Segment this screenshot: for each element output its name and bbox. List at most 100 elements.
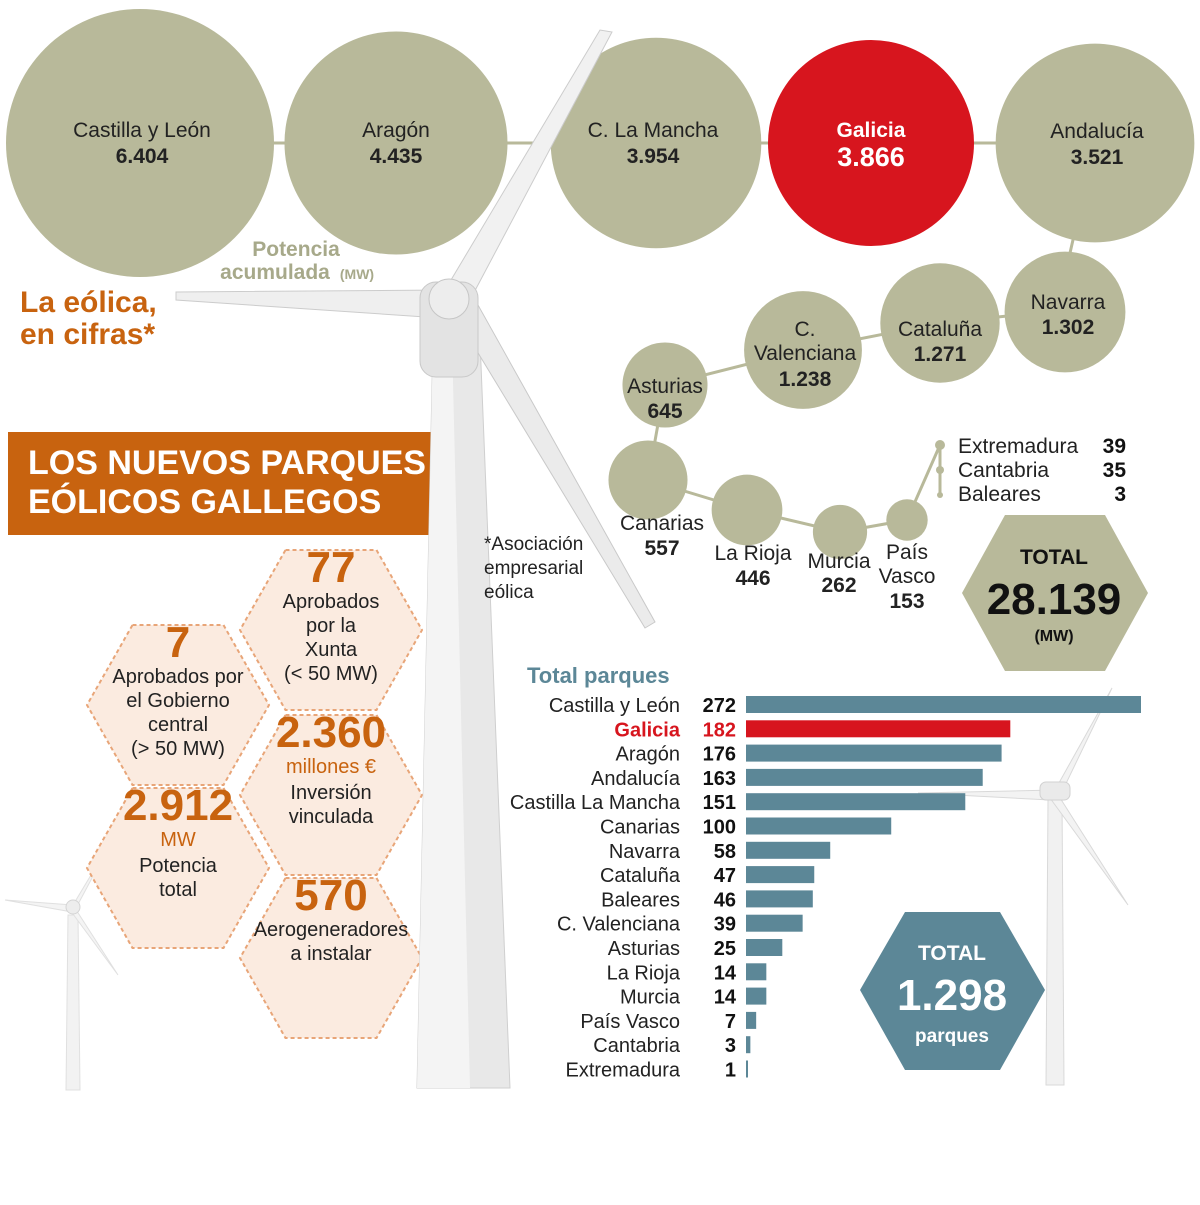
hex-stat-text: a instalar bbox=[290, 943, 371, 965]
bar-label-andalucia: Andalucía bbox=[591, 768, 681, 790]
bubble-value-navarra: 1.302 bbox=[1042, 316, 1095, 339]
hex-stat-value: 570 bbox=[294, 871, 367, 920]
hex-stat-value: 77 bbox=[307, 543, 356, 592]
potencia-unit: (MW) bbox=[340, 266, 374, 282]
extremadura-value: 39 bbox=[1103, 435, 1126, 458]
bubble-cataluna bbox=[880, 263, 1000, 383]
total-mw-unit: (MW) bbox=[1034, 628, 1073, 645]
bubble-value-la-rioja: 446 bbox=[735, 567, 770, 590]
hex-stat-value: 7 bbox=[166, 618, 190, 667]
hex-stat-text: Inversión bbox=[290, 782, 371, 804]
bubble-value-c-la-mancha: 3.954 bbox=[627, 145, 680, 168]
bubble-label-pais-vasco: Vasco bbox=[879, 565, 936, 588]
bar-extremadura bbox=[746, 1060, 748, 1078]
total-parques-value: 1.298 bbox=[897, 971, 1007, 1020]
bar-label-extremadura: Extremadura bbox=[566, 1060, 681, 1082]
bar-value-galicia: 182 bbox=[703, 719, 736, 741]
bar-c-valenciana bbox=[746, 914, 803, 932]
bubble-canarias bbox=[608, 440, 688, 520]
bubble-value-aragon: 4.435 bbox=[370, 145, 423, 168]
bar-value-baleares: 46 bbox=[714, 889, 736, 911]
hex-stat-text: vinculada bbox=[289, 806, 374, 828]
small-turbine-right bbox=[917, 687, 1129, 1086]
bubble-value-andalucia: 3.521 bbox=[1071, 146, 1124, 169]
hex-stat-unit: MW bbox=[160, 829, 196, 851]
bar-castilla-la-mancha bbox=[746, 793, 966, 811]
bar-value-andalucia: 163 bbox=[703, 768, 736, 790]
bubble-label-aragon: Aragón bbox=[362, 119, 430, 142]
bar-label-la-rioja: La Rioja bbox=[607, 962, 681, 984]
total-parques-unit: parques bbox=[915, 1026, 989, 1047]
hex-stat-text: total bbox=[159, 879, 197, 901]
bar-andalucia bbox=[746, 768, 983, 786]
bar-label-galicia: Galicia bbox=[614, 719, 680, 741]
bubble-label-c-valenciana: C. bbox=[795, 318, 816, 341]
bar-label-aragon: Aragón bbox=[616, 744, 681, 766]
bubble-value-castilla-y-leon: 6.404 bbox=[116, 145, 169, 168]
total-mw-label: TOTAL bbox=[1020, 546, 1088, 569]
footnote-line1: *Asociación bbox=[484, 534, 583, 555]
bar-canarias bbox=[746, 817, 892, 835]
bar-la-rioja bbox=[746, 963, 767, 981]
footnote-line3: eólica bbox=[484, 582, 534, 603]
bubble-value-pais-vasco: 153 bbox=[889, 590, 924, 613]
bubble-value-murcia: 262 bbox=[821, 574, 856, 597]
bar-chart: Castilla y León 272 Galicia 182 Aragón 176 And… bbox=[510, 695, 1141, 1082]
bar-value-la-rioja: 14 bbox=[714, 962, 737, 984]
bubble-label-andalucia: Andalucía bbox=[1050, 120, 1144, 143]
bubble-label-canarias: Canarias bbox=[620, 512, 704, 535]
headline-line1: La eólica, bbox=[20, 286, 157, 319]
bar-cataluna bbox=[746, 866, 815, 884]
hex-stat-text: Aprobados bbox=[283, 591, 380, 613]
bar-label-baleares: Baleares bbox=[601, 889, 680, 911]
extremadura-label: Extremadura bbox=[958, 435, 1079, 458]
bar-label-cantabria: Cantabria bbox=[593, 1035, 681, 1057]
bubble-pais-vasco bbox=[886, 499, 928, 541]
bar-value-c-valenciana: 39 bbox=[714, 914, 736, 936]
hex-stat-text: Potencia bbox=[139, 855, 218, 877]
bar-aragon bbox=[746, 744, 1002, 762]
bar-label-castilla-la-mancha: Castilla La Mancha bbox=[510, 792, 681, 814]
bubble-label-navarra: Navarra bbox=[1031, 291, 1106, 314]
bar-value-cataluna: 47 bbox=[714, 865, 736, 887]
bar-value-murcia: 14 bbox=[714, 987, 737, 1009]
hex-stat-value: 2.360 bbox=[276, 708, 386, 757]
bubble-value-asturias: 645 bbox=[647, 400, 682, 423]
footnote-line2: empresarial bbox=[484, 558, 583, 579]
bubble-chart: Castilla y León 6.404 Aragón 4.435 C. La Man… bbox=[6, 9, 1195, 613]
bar-value-castilla-y-leon: 272 bbox=[703, 695, 736, 717]
bar-value-extremadura: 1 bbox=[725, 1060, 736, 1082]
bar-galicia bbox=[746, 720, 1011, 738]
bubble-la-rioja bbox=[711, 474, 783, 546]
bar-label-canarias: Canarias bbox=[600, 817, 680, 839]
total-parques-hexagon: TOTAL 1.298 parques bbox=[860, 912, 1045, 1070]
bar-chart-title: Total parques bbox=[527, 663, 670, 688]
hex-stat-text: Aprobados por bbox=[112, 666, 244, 688]
cantabria-label: Cantabria bbox=[958, 459, 1049, 482]
potencia-line1: Potencia bbox=[252, 238, 340, 261]
banner-line1: LOS NUEVOS PARQUES bbox=[28, 444, 426, 482]
bubble-galicia bbox=[768, 40, 974, 246]
bar-value-aragon: 176 bbox=[703, 744, 736, 766]
hex-stat-text: por la bbox=[306, 615, 357, 637]
bar-value-asturias: 25 bbox=[714, 938, 736, 960]
turbine-hub bbox=[428, 278, 470, 320]
banner-line2: EÓLICOS GALLEGOS bbox=[28, 483, 381, 521]
cantabria-value: 35 bbox=[1103, 459, 1127, 482]
bar-label-navarra: Navarra bbox=[609, 841, 681, 863]
bubble-value-c-valenciana: 1.238 bbox=[779, 368, 832, 391]
baleares-dot bbox=[937, 492, 943, 498]
hex-stat-text: (< 50 MW) bbox=[284, 663, 378, 685]
bubble-label-la-rioja: La Rioja bbox=[714, 542, 791, 565]
bar-cantabria bbox=[746, 1036, 751, 1054]
bar-baleares bbox=[746, 890, 813, 908]
headline-line2: en cifras* bbox=[20, 318, 155, 351]
bar-value-cantabria: 3 bbox=[725, 1035, 736, 1057]
bubble-label-cataluna: Cataluña bbox=[898, 318, 982, 341]
bubble-aragon bbox=[284, 31, 508, 255]
small-regions-list: Extremadura 39 Cantabria 35 Baleares 3 bbox=[935, 435, 1126, 506]
